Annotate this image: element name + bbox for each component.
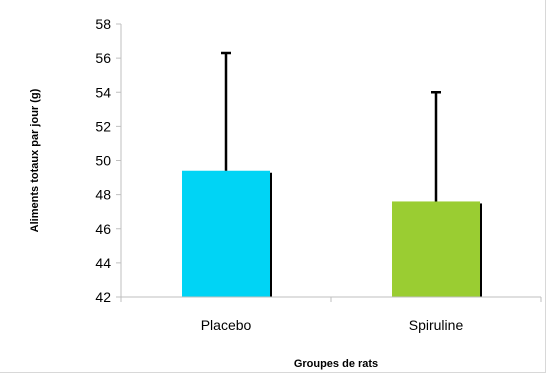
x-axis-title: Groupes de rats xyxy=(294,358,378,370)
bar-placebo xyxy=(182,170,270,297)
bar-shadow xyxy=(479,203,482,297)
y-tick-label: 54 xyxy=(95,84,111,100)
bar-shadow xyxy=(269,172,272,297)
x-category-label: Placebo xyxy=(201,317,252,333)
y-tick-label: 46 xyxy=(95,221,111,237)
y-tick-label: 52 xyxy=(95,118,111,134)
y-axis-title: Aliments totaux par jour (g) xyxy=(29,88,41,232)
bars-group xyxy=(182,170,482,297)
error-bars-group xyxy=(221,51,441,202)
bar-spiruline xyxy=(392,201,480,297)
x-category-label: Spiruline xyxy=(409,317,464,333)
y-tick-label: 56 xyxy=(95,50,111,66)
y-tick-label: 58 xyxy=(95,16,111,32)
y-axis-ticks: 42 44 46 48 50 52 54 56 58 xyxy=(95,16,542,305)
y-tick-label: 44 xyxy=(95,255,111,271)
y-tick-label: 50 xyxy=(95,153,111,169)
y-tick-label: 42 xyxy=(95,289,111,305)
x-axis-category-labels: Placebo Spiruline xyxy=(201,317,464,333)
y-tick-label: 48 xyxy=(95,187,111,203)
